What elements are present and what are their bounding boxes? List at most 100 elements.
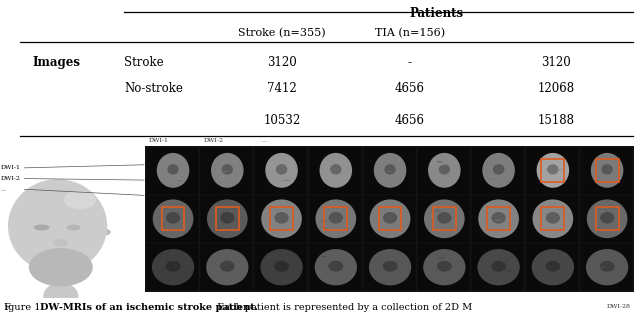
FancyBboxPatch shape xyxy=(308,243,362,291)
Ellipse shape xyxy=(206,249,248,285)
Ellipse shape xyxy=(167,164,179,175)
Ellipse shape xyxy=(542,214,545,215)
FancyBboxPatch shape xyxy=(580,243,633,291)
Ellipse shape xyxy=(333,168,340,170)
Ellipse shape xyxy=(600,261,614,272)
Ellipse shape xyxy=(67,224,81,231)
Ellipse shape xyxy=(221,164,233,175)
FancyBboxPatch shape xyxy=(580,147,633,194)
FancyBboxPatch shape xyxy=(146,243,199,291)
Ellipse shape xyxy=(339,262,344,263)
Text: Stroke: Stroke xyxy=(124,56,164,70)
Ellipse shape xyxy=(602,164,613,175)
Text: Stroke (n=355): Stroke (n=355) xyxy=(238,28,326,39)
Ellipse shape xyxy=(98,229,111,235)
Text: DWI-2: DWI-2 xyxy=(1,176,20,181)
Ellipse shape xyxy=(328,261,343,272)
Ellipse shape xyxy=(211,153,244,188)
Ellipse shape xyxy=(223,260,230,261)
Text: DWI-1: DWI-1 xyxy=(148,138,168,143)
Ellipse shape xyxy=(546,212,560,223)
Ellipse shape xyxy=(424,199,465,238)
FancyBboxPatch shape xyxy=(472,147,524,194)
Ellipse shape xyxy=(608,212,612,213)
Text: 3120: 3120 xyxy=(267,56,297,70)
Ellipse shape xyxy=(490,179,495,180)
Text: No-stroke: No-stroke xyxy=(124,82,183,95)
FancyBboxPatch shape xyxy=(200,195,253,243)
Text: ...: ... xyxy=(1,187,6,192)
Ellipse shape xyxy=(532,199,573,238)
Text: -: - xyxy=(408,56,412,70)
Ellipse shape xyxy=(236,275,242,276)
Ellipse shape xyxy=(505,270,512,271)
Text: ...: ... xyxy=(148,304,154,309)
Ellipse shape xyxy=(275,212,289,223)
Ellipse shape xyxy=(166,166,170,167)
Ellipse shape xyxy=(54,239,68,247)
Ellipse shape xyxy=(220,261,235,272)
Ellipse shape xyxy=(612,179,618,180)
FancyBboxPatch shape xyxy=(580,195,633,243)
FancyBboxPatch shape xyxy=(200,243,253,291)
Ellipse shape xyxy=(392,225,397,226)
Text: DWI-1: DWI-1 xyxy=(1,165,20,170)
Ellipse shape xyxy=(423,249,465,285)
Ellipse shape xyxy=(321,256,328,257)
Ellipse shape xyxy=(557,209,564,210)
FancyBboxPatch shape xyxy=(308,147,362,194)
FancyBboxPatch shape xyxy=(525,243,579,291)
FancyBboxPatch shape xyxy=(255,195,307,243)
Ellipse shape xyxy=(478,199,519,238)
Ellipse shape xyxy=(437,161,444,162)
Ellipse shape xyxy=(547,164,559,175)
Text: DWI-28: DWI-28 xyxy=(607,304,630,309)
Ellipse shape xyxy=(43,283,79,310)
Text: 10532: 10532 xyxy=(263,114,301,127)
FancyBboxPatch shape xyxy=(200,147,253,194)
Ellipse shape xyxy=(220,212,234,223)
Ellipse shape xyxy=(283,256,289,257)
Text: igure 1: igure 1 xyxy=(5,303,47,312)
Ellipse shape xyxy=(319,153,352,188)
Ellipse shape xyxy=(500,207,504,208)
Ellipse shape xyxy=(180,176,184,177)
Text: Each patient is represented by a collection of 2D M: Each patient is represented by a collect… xyxy=(214,303,473,312)
Ellipse shape xyxy=(157,153,189,188)
Ellipse shape xyxy=(435,230,438,231)
FancyBboxPatch shape xyxy=(472,195,524,243)
Ellipse shape xyxy=(477,249,520,285)
Ellipse shape xyxy=(591,153,623,188)
Ellipse shape xyxy=(166,212,180,223)
FancyBboxPatch shape xyxy=(363,243,416,291)
Ellipse shape xyxy=(586,249,628,285)
FancyBboxPatch shape xyxy=(417,195,470,243)
Ellipse shape xyxy=(538,207,544,208)
Ellipse shape xyxy=(64,191,96,209)
Ellipse shape xyxy=(166,261,180,272)
Ellipse shape xyxy=(557,169,563,170)
Ellipse shape xyxy=(329,212,343,223)
Ellipse shape xyxy=(497,269,505,270)
Ellipse shape xyxy=(321,221,328,222)
Ellipse shape xyxy=(608,170,613,171)
Ellipse shape xyxy=(499,178,506,180)
Ellipse shape xyxy=(260,249,303,285)
Ellipse shape xyxy=(554,162,559,163)
Ellipse shape xyxy=(435,210,442,212)
Ellipse shape xyxy=(505,259,510,260)
Text: 4656: 4656 xyxy=(395,82,425,95)
Ellipse shape xyxy=(223,171,228,172)
Ellipse shape xyxy=(437,212,451,223)
Text: 7412: 7412 xyxy=(267,82,297,95)
Ellipse shape xyxy=(29,248,93,286)
Ellipse shape xyxy=(266,153,298,188)
Ellipse shape xyxy=(438,164,450,175)
Text: 15188: 15188 xyxy=(537,114,574,127)
Ellipse shape xyxy=(261,199,302,238)
FancyBboxPatch shape xyxy=(255,147,307,194)
Ellipse shape xyxy=(153,199,193,238)
Ellipse shape xyxy=(284,261,291,262)
Ellipse shape xyxy=(330,164,342,175)
Ellipse shape xyxy=(541,271,546,272)
